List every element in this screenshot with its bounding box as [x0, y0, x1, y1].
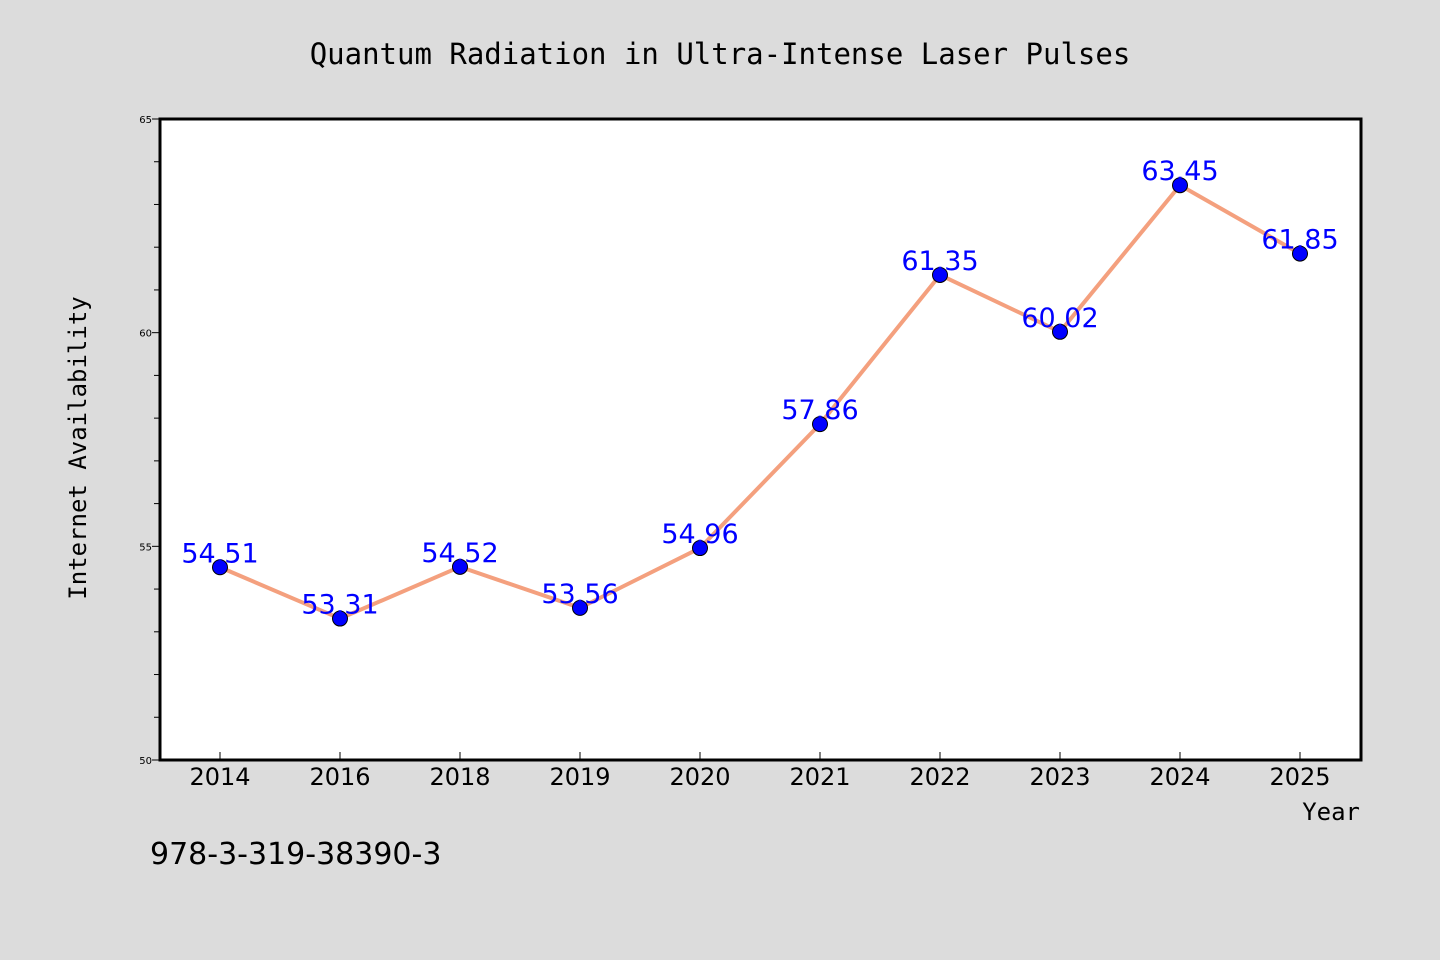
x-tick-label: 2021 — [789, 763, 850, 791]
x-tick-label: 2014 — [189, 763, 250, 791]
x-tick-label: 2024 — [1149, 763, 1210, 791]
series-1: 54.51 53.31 54.52 53.56 54.96 57.86 61.35 60.02… — [181, 156, 1339, 627]
x-axis-label: Year — [1302, 798, 1360, 826]
plot-area — [158, 117, 1363, 762]
data-point — [692, 540, 708, 557]
x-tick-label: 2022 — [909, 763, 970, 791]
data-point — [212, 559, 228, 576]
x-tick-label: 2020 — [669, 763, 730, 791]
series-line — [218, 183, 1302, 621]
x-tick-label: 2018 — [429, 763, 490, 791]
isbn-footer: 978-3-319-38390-3 — [150, 837, 441, 872]
y-tick-label: 55 — [139, 542, 152, 553]
data-label: 53.31 — [301, 590, 378, 621]
data-point — [812, 416, 828, 433]
data-point — [1052, 323, 1068, 340]
data-label: 60.02 — [1021, 303, 1098, 334]
data-label: 57.86 — [781, 395, 858, 426]
data-point — [932, 266, 948, 283]
data-label: 61.85 — [1261, 225, 1338, 256]
data-point — [572, 599, 588, 616]
x-tick-label: 2019 — [549, 763, 610, 791]
data-point — [1172, 177, 1188, 194]
chart-title: Quantum Radiation in Ultra-Intense Laser… — [310, 37, 1131, 71]
data-label: 54.96 — [661, 519, 738, 550]
data-label: 63.45 — [1141, 156, 1218, 187]
data-point — [452, 558, 468, 575]
x-tick-label: 2025 — [1269, 763, 1330, 791]
data-label: 54.52 — [421, 538, 498, 569]
y-tick-label: 60 — [139, 329, 152, 340]
y-axis-label: Internet Availability — [64, 296, 92, 599]
y-tick-label: 65 — [139, 115, 152, 126]
data-point — [332, 610, 348, 627]
data-point — [1292, 245, 1308, 262]
x-tick-label: 2023 — [1029, 763, 1090, 791]
data-label: 54.51 — [181, 538, 258, 569]
x-tick-label: 2016 — [309, 763, 370, 791]
x-axis: 2014 2016 2018 2019 2020 2021 2022 2023 2024 2025 — [189, 752, 1331, 791]
y-axis: 50 55 60 65 — [139, 115, 160, 767]
data-label: 61.35 — [901, 246, 978, 277]
data-label: 53.56 — [541, 579, 618, 610]
y-tick-label: 50 — [139, 756, 152, 767]
